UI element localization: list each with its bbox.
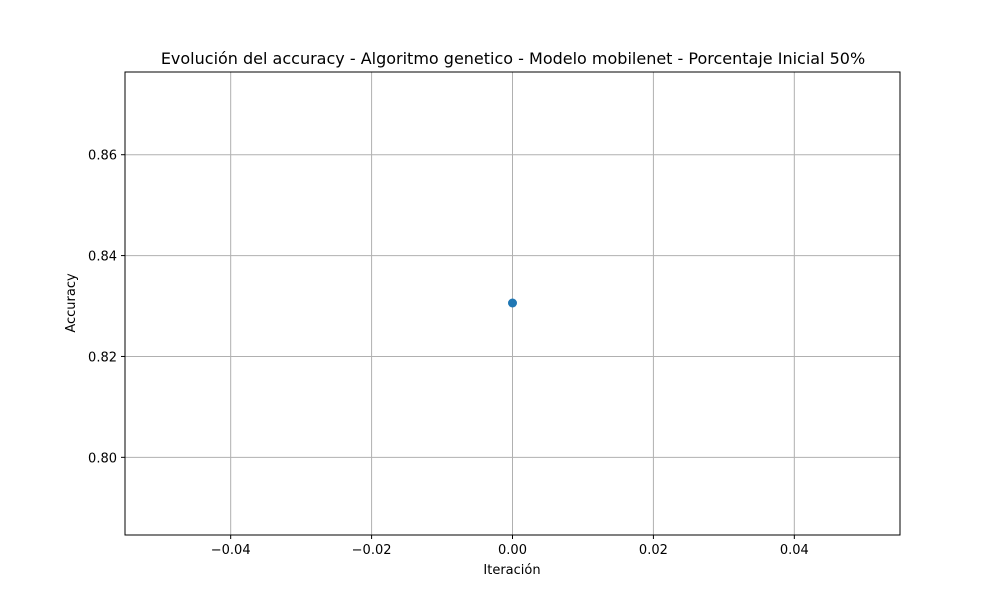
y-tick-label: 0.86 bbox=[88, 149, 117, 164]
data-points bbox=[508, 298, 517, 308]
x-tick-label: 0.00 bbox=[498, 543, 527, 558]
x-tick-label: 0.02 bbox=[639, 543, 668, 558]
x-tick-label: −0.04 bbox=[211, 543, 251, 558]
y-tick-label: 0.82 bbox=[88, 350, 117, 365]
data-point bbox=[508, 298, 517, 308]
x-tick-label: −0.02 bbox=[352, 543, 392, 558]
y-axis-label: Accuracy bbox=[64, 273, 79, 333]
y-tick-label: 0.84 bbox=[88, 250, 117, 265]
ticks: −0.04 −0.02 0.00 0.02 0.04 0.80 0.82 0.84 0.86 bbox=[88, 149, 809, 558]
grid bbox=[125, 72, 900, 535]
x-axis-label: Iteración bbox=[483, 563, 540, 578]
x-tick-label: 0.04 bbox=[780, 543, 809, 558]
plot-area-frame bbox=[124, 71, 901, 536]
y-tick-label: 0.80 bbox=[88, 451, 117, 466]
chart-title: Evolución del accuracy - Algoritmo genet… bbox=[161, 49, 865, 68]
